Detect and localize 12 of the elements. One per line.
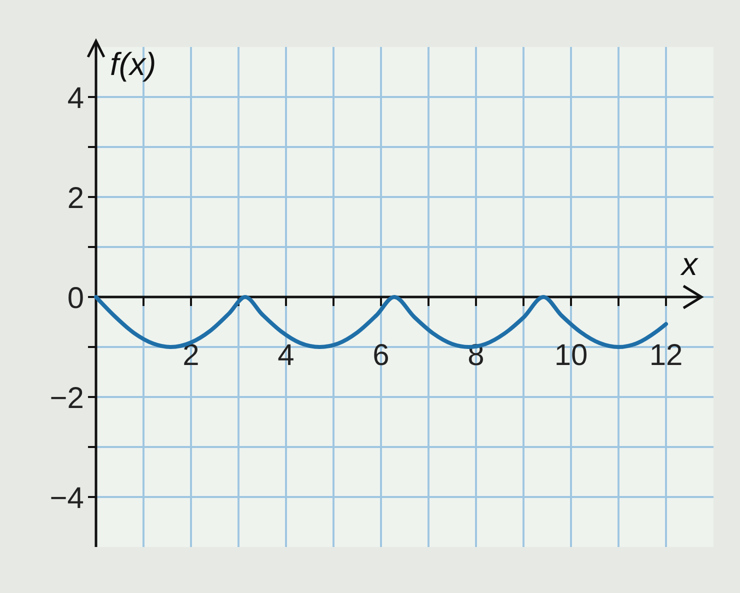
x-tick-label: 10 [554,339,588,372]
x-axis-title: x [680,246,698,282]
y-tick-label: −4 [50,482,84,515]
x-tick-label: 12 [649,339,683,372]
y-axis-title: f(x) [110,46,156,82]
y-tick-label: 2 [67,182,84,215]
x-tick-label: 2 [182,339,200,372]
y-tick-label: −2 [50,382,84,415]
y-tick-label: 4 [67,82,84,115]
x-tick-label: 6 [372,339,390,372]
x-tick-label: 4 [278,339,294,372]
y-tick-label: 0 [67,282,84,315]
